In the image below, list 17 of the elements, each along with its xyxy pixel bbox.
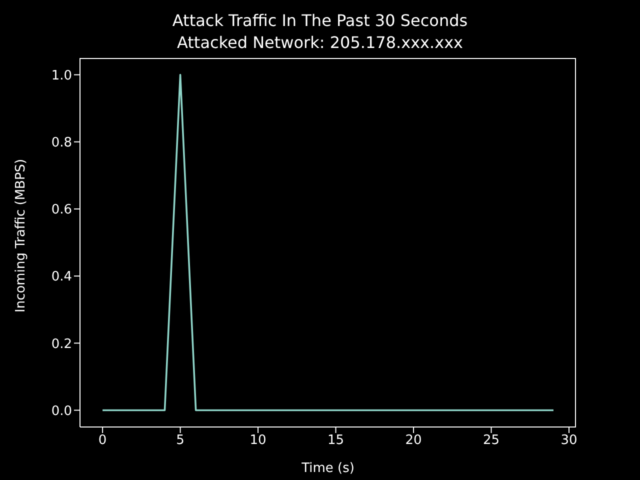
x-tick-label: 10 (250, 433, 266, 448)
chart-subtitle: Attacked Network: 205.178.xxx.xxx (176, 32, 464, 54)
y-tick-label: 0.8 (51, 135, 72, 150)
x-tick-label: 15 (328, 433, 344, 448)
y-axis-title: Incoming Traffic (MBPS) (14, 158, 29, 312)
x-tick-label: 20 (405, 433, 422, 448)
chart-title: Attack Traffic In The Past 30 Seconds (171, 10, 469, 32)
y-tick-label: 0.4 (51, 270, 72, 285)
y-tick-label: 1.0 (51, 68, 72, 84)
x-tick-label: 0 (98, 433, 107, 448)
x-axis-title: Time (s) (300, 461, 354, 476)
y-tick-label: 0.0 (51, 404, 72, 419)
y-tick-label: 0.2 (51, 336, 72, 352)
x-tick-label: 5 (176, 433, 184, 448)
x-tick-label: 25 (482, 433, 500, 448)
x-tick-label: 30 (560, 433, 578, 448)
y-tick-label: 0.6 (51, 202, 72, 218)
